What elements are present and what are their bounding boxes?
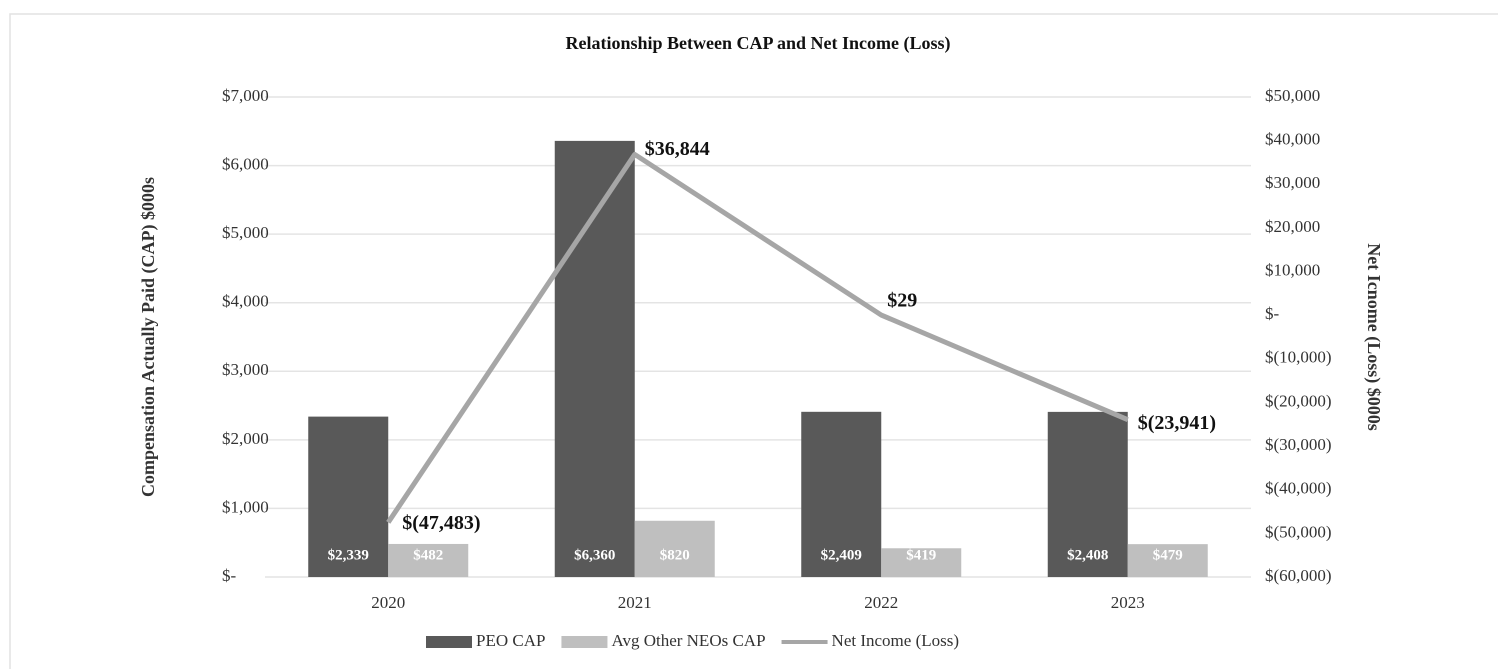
y2-tick-label: $(10,000) xyxy=(1265,348,1332,367)
bar-value-label: $2,339 xyxy=(328,547,369,563)
y2-tick-label: $(30,000) xyxy=(1265,435,1332,454)
legend-swatch xyxy=(561,636,608,648)
x-tick-label: 2020 xyxy=(371,593,405,612)
bar xyxy=(801,411,882,577)
y2-axis-label: Net Icnome (Loss) $000s xyxy=(1363,243,1384,430)
bar-value-label: $820 xyxy=(660,547,690,563)
legend-swatch xyxy=(426,636,472,648)
x-tick-label: 2023 xyxy=(1111,593,1145,612)
y-tick-label: $3,000 xyxy=(222,360,269,379)
y2-tick-label: $50,000 xyxy=(1265,86,1320,105)
bar xyxy=(634,520,715,577)
line-value-label: $29 xyxy=(887,290,917,312)
y-tick-label: $- xyxy=(222,566,237,585)
y2-tick-label: $30,000 xyxy=(1265,173,1320,192)
y-tick-label: $5,000 xyxy=(222,223,269,242)
y2-tick-label: $- xyxy=(1265,304,1280,323)
bar xyxy=(554,140,635,577)
legend-label: Avg Other NEOs CAP xyxy=(611,631,765,650)
legend-label: PEO CAP xyxy=(476,631,545,650)
chart-title: Relationship Between CAP and Net Income … xyxy=(566,33,951,54)
line-value-label: $(23,941) xyxy=(1138,412,1216,434)
bar xyxy=(1127,544,1208,577)
bar-value-label: $482 xyxy=(413,547,443,563)
bar-value-label: $6,360 xyxy=(574,547,615,563)
bar xyxy=(308,416,389,577)
x-tick-label: 2022 xyxy=(864,593,898,612)
y2-tick-label: $40,000 xyxy=(1265,130,1320,149)
line-value-label: $(47,483) xyxy=(402,512,480,534)
y-tick-label: $1,000 xyxy=(222,497,269,516)
line xyxy=(386,151,1129,524)
bar-value-label: $419 xyxy=(906,547,936,563)
y-tick-label: $6,000 xyxy=(222,154,269,173)
y2-tick-label: $(50,000) xyxy=(1265,522,1332,541)
y2-tick-label: $(40,000) xyxy=(1265,479,1332,498)
bar xyxy=(881,548,962,577)
bar-value-label: $2,409 xyxy=(821,547,862,563)
y-axis-label: Compensation Actually Paid (CAP) $000s xyxy=(138,177,159,497)
bar-value-label: $479 xyxy=(1153,547,1183,563)
x-tick-label: 2021 xyxy=(618,593,652,612)
y2-tick-label: $(60,000) xyxy=(1265,566,1332,585)
bar-value-label: $2,408 xyxy=(1067,547,1108,563)
bar xyxy=(1047,411,1128,577)
chart-frame xyxy=(9,13,1498,669)
y2-tick-label: $10,000 xyxy=(1265,260,1320,279)
line-value-label: $36,844 xyxy=(645,138,710,160)
bar xyxy=(388,543,469,577)
y2-tick-label: $20,000 xyxy=(1265,217,1320,236)
y2-tick-label: $(20,000) xyxy=(1265,391,1332,410)
y-tick-label: $7,000 xyxy=(222,86,269,105)
y-tick-label: $2,000 xyxy=(222,429,269,448)
y-tick-label: $4,000 xyxy=(222,292,269,311)
legend-label: Net Income (Loss) xyxy=(832,631,959,650)
